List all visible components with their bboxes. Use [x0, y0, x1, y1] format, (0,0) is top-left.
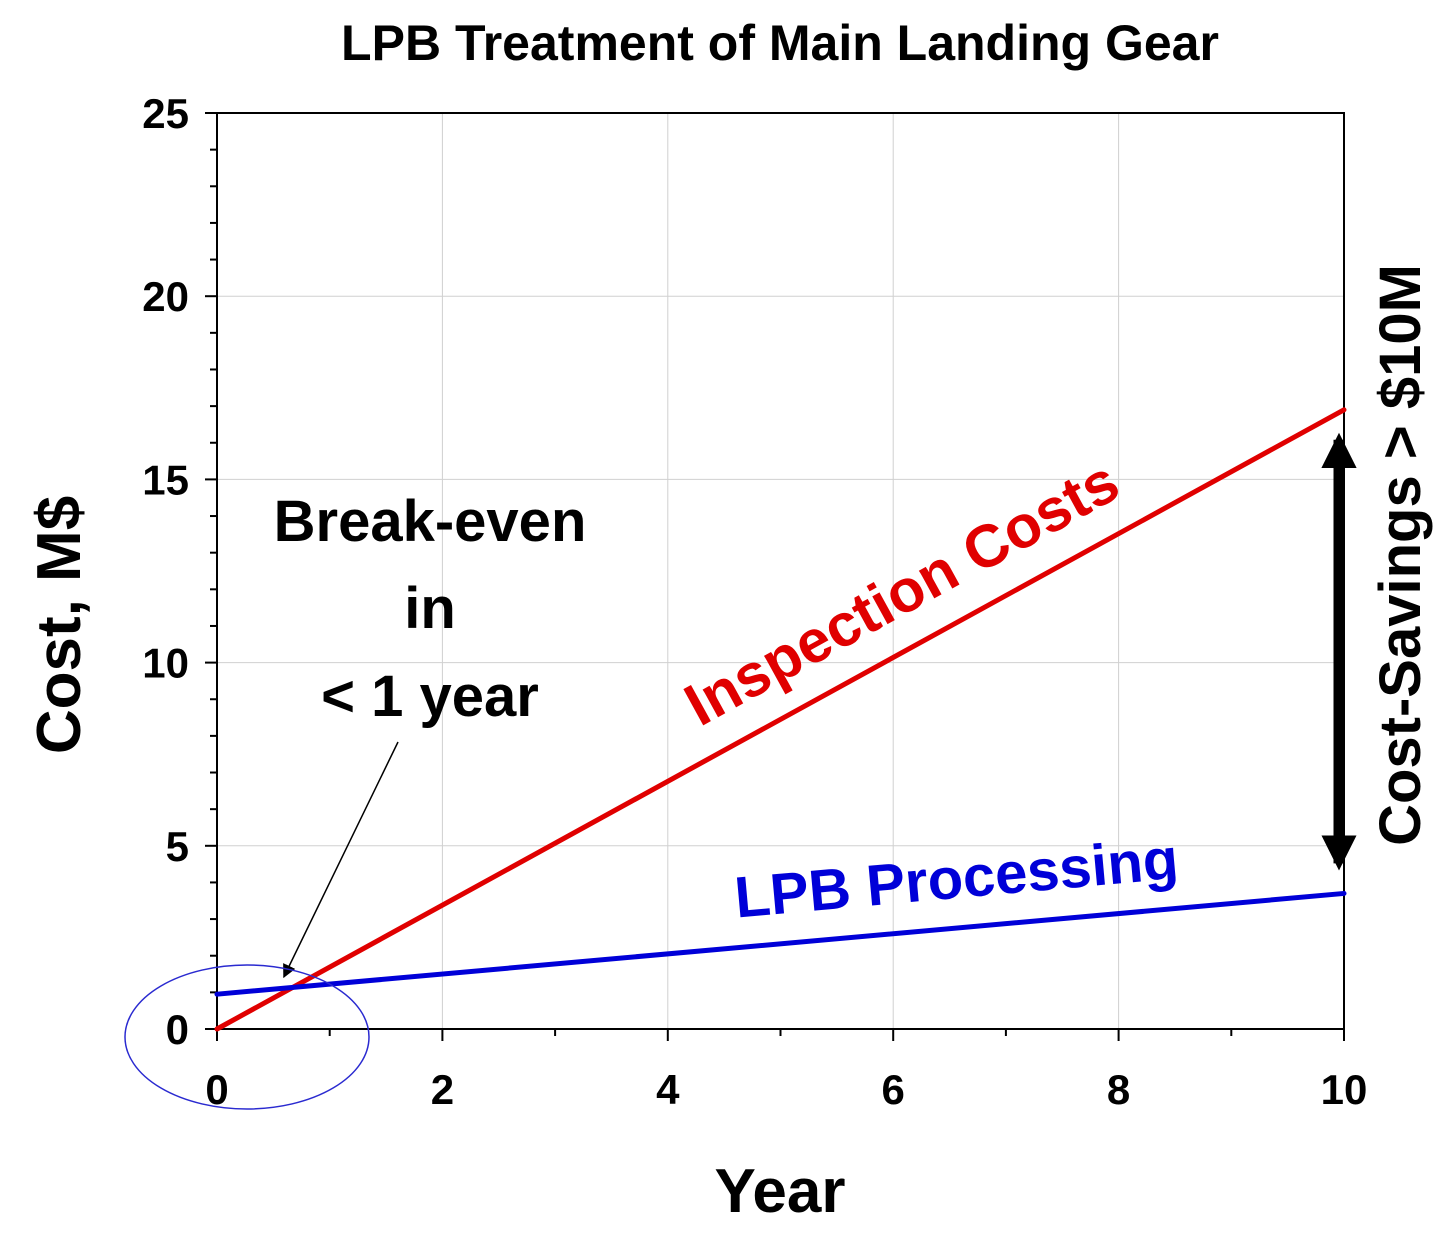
break-even-arrow [283, 741, 399, 979]
x-tick-labels: 0 2 4 6 8 10 [205, 1066, 1367, 1113]
y-tick-label: 5 [166, 823, 189, 870]
break-even-line-2: in [404, 576, 456, 641]
series-line-1 [214, 890, 1347, 997]
y-tick-label: 25 [142, 90, 189, 137]
x-tick-label: 2 [431, 1066, 454, 1113]
axis-ticks [205, 112, 1345, 1041]
break-even-ellipse [124, 964, 370, 1110]
y-tick-label: 15 [142, 456, 189, 503]
x-tick-label: 8 [1107, 1066, 1130, 1113]
y-tick-label: 0 [166, 1006, 189, 1053]
series-line-0 [214, 407, 1347, 1032]
series-lines [214, 407, 1347, 1032]
x-tick-label: 6 [882, 1066, 905, 1113]
series-label-0: Inspection Costs [674, 447, 1130, 738]
break-even-line-1: Break-even [274, 489, 587, 554]
x-tick-label: 0 [205, 1066, 228, 1113]
break-even-line-3: < 1 year [321, 664, 539, 729]
y-tick-label: 20 [142, 273, 189, 320]
y-tick-label: 10 [142, 640, 189, 687]
grid [217, 113, 1344, 1029]
x-axis-label: Year [714, 1157, 845, 1226]
y-axis-label: Cost, M$ [25, 496, 94, 754]
y-tick-labels: 0 5 10 15 20 25 [142, 90, 189, 1053]
x-tick-label: 10 [1321, 1066, 1368, 1113]
x-tick-label: 4 [656, 1066, 680, 1113]
chart-title: LPB Treatment of Main Landing Gear [341, 15, 1219, 71]
cost-savings-label: Cost-Savings > $10M [1368, 264, 1433, 846]
